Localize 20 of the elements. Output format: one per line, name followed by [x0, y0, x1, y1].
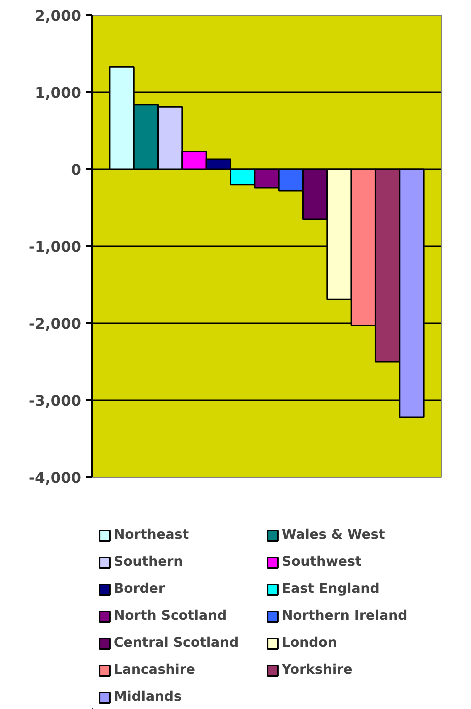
y-tick-label: -2,000	[29, 316, 82, 333]
legend-label: Northeast	[114, 528, 190, 543]
legend-label: Southern	[114, 555, 184, 570]
y-tick-label: 1,000	[35, 85, 82, 102]
legend-label: London	[282, 636, 338, 651]
y-tick-label: 2,000	[35, 8, 82, 25]
y-tick-label: -1,000	[29, 239, 82, 256]
legend-label: Border	[114, 582, 166, 597]
legend-label: Central Scotland	[114, 636, 240, 651]
legend-label: North Scotland	[114, 609, 228, 624]
y-tick-label: 0	[71, 162, 82, 179]
y-tick-label: -3,000	[29, 393, 82, 410]
legend-label: Northern Ireland	[282, 609, 409, 624]
legend-label: East England	[282, 582, 381, 597]
legend-label: Lancashire	[114, 663, 196, 678]
legend-label: Southwest	[282, 555, 363, 570]
legend-label: Yorkshire	[282, 663, 354, 678]
legend-label: Wales & West	[282, 528, 386, 543]
y-tick-label: -4,000	[29, 470, 82, 487]
legend-label: Midlands	[114, 690, 183, 705]
